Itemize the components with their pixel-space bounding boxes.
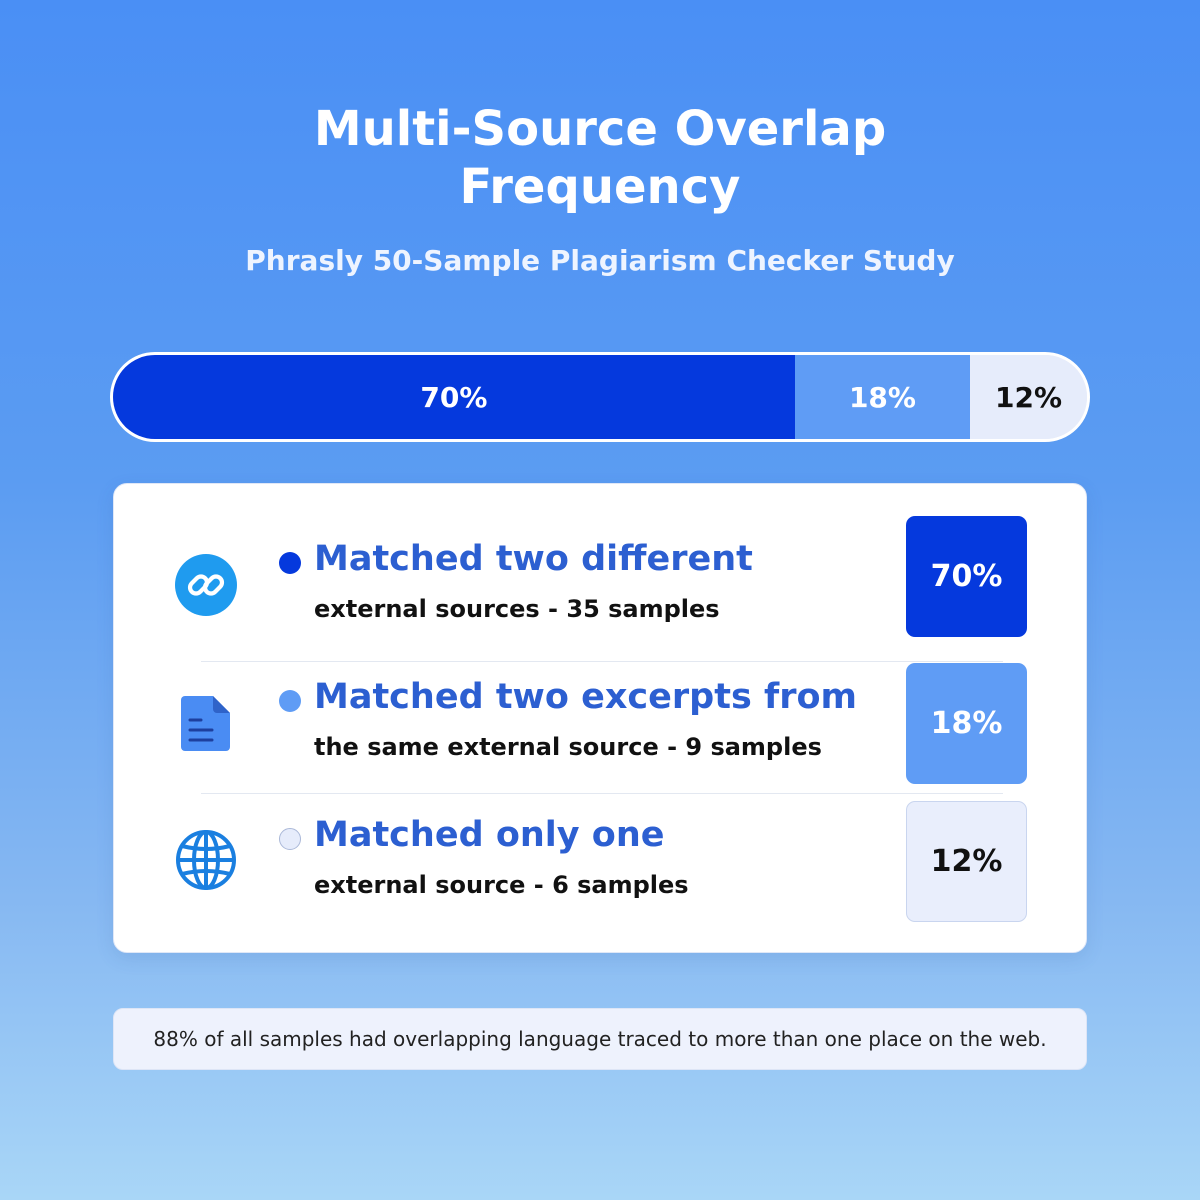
legend-row-title: Matched two different bbox=[314, 539, 753, 579]
legend-row-subtitle: the same external source - 9 samples bbox=[314, 733, 822, 761]
chart-title-line-2: Frequency bbox=[459, 159, 741, 215]
legend-card: Matched two different external sources -… bbox=[113, 483, 1087, 953]
legend-row-two-excerpts-same-source: Matched two excerpts from the same exter… bbox=[114, 647, 1088, 785]
globe-icon bbox=[176, 830, 236, 890]
bar-segment-two-different-sources: 70% bbox=[113, 355, 795, 439]
chart-title-line-1: Multi-Source Overlap bbox=[313, 101, 887, 157]
footnote: 88% of all samples had overlapping langu… bbox=[113, 1008, 1087, 1070]
document-icon bbox=[181, 696, 230, 751]
percent-badge: 18% bbox=[906, 663, 1027, 784]
stacked-bar: 70% 18% 12% bbox=[110, 352, 1090, 442]
legend-row-title: Matched two excerpts from bbox=[314, 677, 857, 717]
bar-segment-only-one-source: 12% bbox=[970, 355, 1087, 439]
legend-row-title: Matched only one bbox=[314, 815, 665, 855]
chart-title: Multi-Source Overlap Frequency bbox=[0, 100, 1200, 216]
legend-row-two-different-sources: Matched two different external sources -… bbox=[114, 509, 1088, 647]
legend-row-only-one-source: Matched only one external source - 6 sam… bbox=[114, 785, 1088, 923]
legend-dot-secondary bbox=[279, 690, 301, 712]
percent-badge: 70% bbox=[906, 516, 1027, 637]
link-icon bbox=[175, 554, 237, 616]
percent-badge: 12% bbox=[906, 801, 1027, 922]
legend-dot-tertiary bbox=[279, 828, 301, 850]
chart-subtitle: Phrasly 50-Sample Plagiarism Checker Stu… bbox=[245, 244, 955, 277]
row-divider bbox=[201, 661, 1003, 662]
legend-dot-primary bbox=[279, 552, 301, 574]
bar-segment-label: 18% bbox=[848, 380, 916, 414]
bar-segment-label: 70% bbox=[420, 380, 488, 414]
bar-segment-label: 12% bbox=[995, 380, 1063, 414]
row-divider bbox=[201, 793, 1003, 794]
legend-row-subtitle: external source - 6 samples bbox=[314, 871, 689, 899]
legend-row-subtitle: external sources - 35 samples bbox=[314, 595, 720, 623]
bar-segment-two-excerpts-same-source: 18% bbox=[794, 355, 971, 439]
